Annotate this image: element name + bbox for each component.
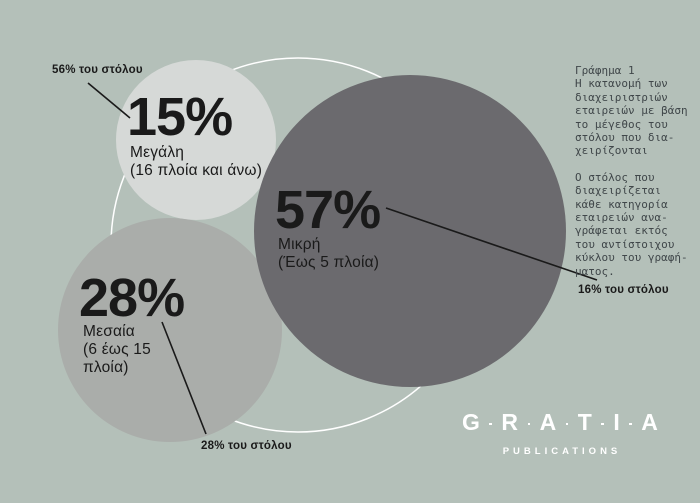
bubble-medium-percentage: 28% <box>79 268 185 328</box>
bubble-large-percentage: 15% <box>127 87 233 147</box>
letter-separator-dot <box>527 422 531 426</box>
bubble-large-name: Μεγάλη <box>130 144 185 161</box>
chart-annotation: Γράφημα 1 Η κατανομή των διαχειριστριών … <box>575 64 700 278</box>
pointer-line-56pct <box>87 82 131 119</box>
annotation-line: εταιρειών με βάση <box>575 104 688 118</box>
fleet-share-label-small: 16% του στόλου <box>578 284 669 296</box>
annotation-line: διαχειριστριών <box>575 90 668 104</box>
letter-separator-dot <box>565 422 569 426</box>
fleet-share-label-large: 56% του στόλου <box>52 64 143 76</box>
bubble-large-companies <box>116 60 276 220</box>
annotation-line: στόλου που δια- <box>575 131 675 145</box>
bubble-medium-companies <box>58 218 282 442</box>
annotation-line: εταιρειών ανα- <box>575 211 668 225</box>
annotation-line: χειρίζονται <box>575 144 648 158</box>
bubble-small-detail: (Έως 5 πλοία) <box>278 254 380 271</box>
annotation-line: κάθε κατηγορία <box>575 197 668 211</box>
brand-letter: T <box>577 409 592 435</box>
bubble-small-name: Μικρή <box>278 236 321 253</box>
pointer-line-16pct <box>385 207 598 281</box>
annotation-line: Γράφημα 1 <box>575 64 635 77</box>
letter-separator-dot <box>629 422 632 426</box>
bubble-large-detail: (16 πλοία και άνω) <box>130 162 263 179</box>
annotation-line: κύκλου του γραφή- <box>575 251 688 265</box>
annotation-line: του αντίστοιχου <box>575 237 675 251</box>
brand-subtitle: PUBLICATIONS <box>502 446 622 457</box>
bubble-small-companies <box>254 75 566 387</box>
annotation-line: διαχειρίζεται <box>575 184 662 198</box>
publisher-logo: G R A T I A PUBLICATIONS <box>462 411 658 458</box>
brand-letter: A <box>539 409 557 435</box>
brand-letter: I <box>613 409 620 435</box>
annotation-line: το μέγεθος του <box>575 117 668 131</box>
annotation-line: Η κατανομή των <box>575 77 668 91</box>
pointer-line-28pct <box>161 321 207 435</box>
chart-note-paragraph: Ο στόλος που διαχειρίζεται κάθε κατηγορί… <box>575 171 700 278</box>
annotation-line: γράφεται εκτός <box>575 224 668 238</box>
brand-wordmark: G R A T I A <box>462 411 658 434</box>
bubble-medium-detail-line1: (6 έως 15 <box>83 341 151 358</box>
letter-separator-dot <box>489 422 492 426</box>
brand-letter: A <box>641 409 658 435</box>
bubble-small-percentage: 57% <box>275 180 381 240</box>
annotation-line: ματος. <box>575 264 615 278</box>
bubble-medium-detail-line2: πλοία) <box>83 359 129 376</box>
bubble-medium-name: Μεσαία <box>83 323 135 340</box>
fleet-share-label-medium: 28% του στόλου <box>201 440 292 452</box>
chart-title-paragraph: Γράφημα 1 Η κατανομή των διαχειριστριών … <box>575 64 700 158</box>
brand-letter: G <box>462 409 480 435</box>
letter-separator-dot <box>601 422 604 426</box>
annotation-line: Ο στόλος που <box>575 170 655 184</box>
brand-letter: R <box>501 409 519 435</box>
